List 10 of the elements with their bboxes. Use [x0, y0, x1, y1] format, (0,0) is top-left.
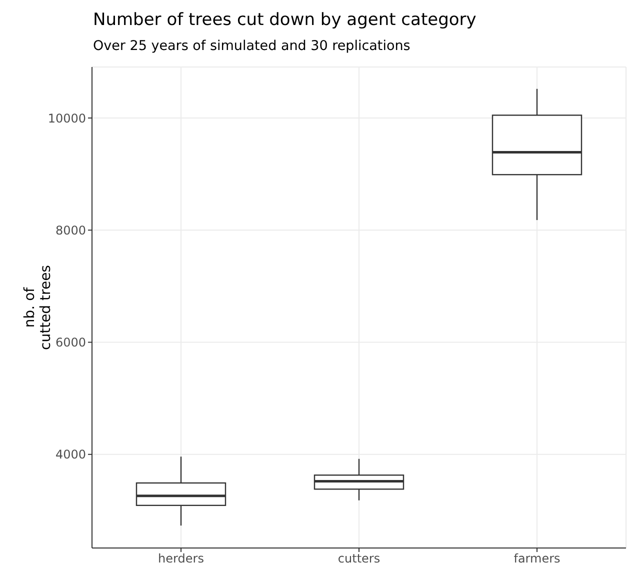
x-tick-label: herders — [158, 552, 204, 566]
x-tick-label: cutters — [338, 552, 380, 566]
x-tick-label: farmers — [514, 552, 560, 566]
y-tick-label: 8000 — [55, 223, 86, 238]
chart-subtitle: Over 25 years of simulated and 30 replications — [93, 38, 410, 54]
y-tick-label: 10000 — [48, 111, 86, 126]
y-tick-label: 6000 — [55, 336, 86, 350]
chart-title: Number of trees cut down by agent category — [93, 10, 476, 30]
y-axis-title: nb. of cutted trees — [22, 265, 54, 350]
y-tick-label: 4000 — [55, 448, 86, 462]
